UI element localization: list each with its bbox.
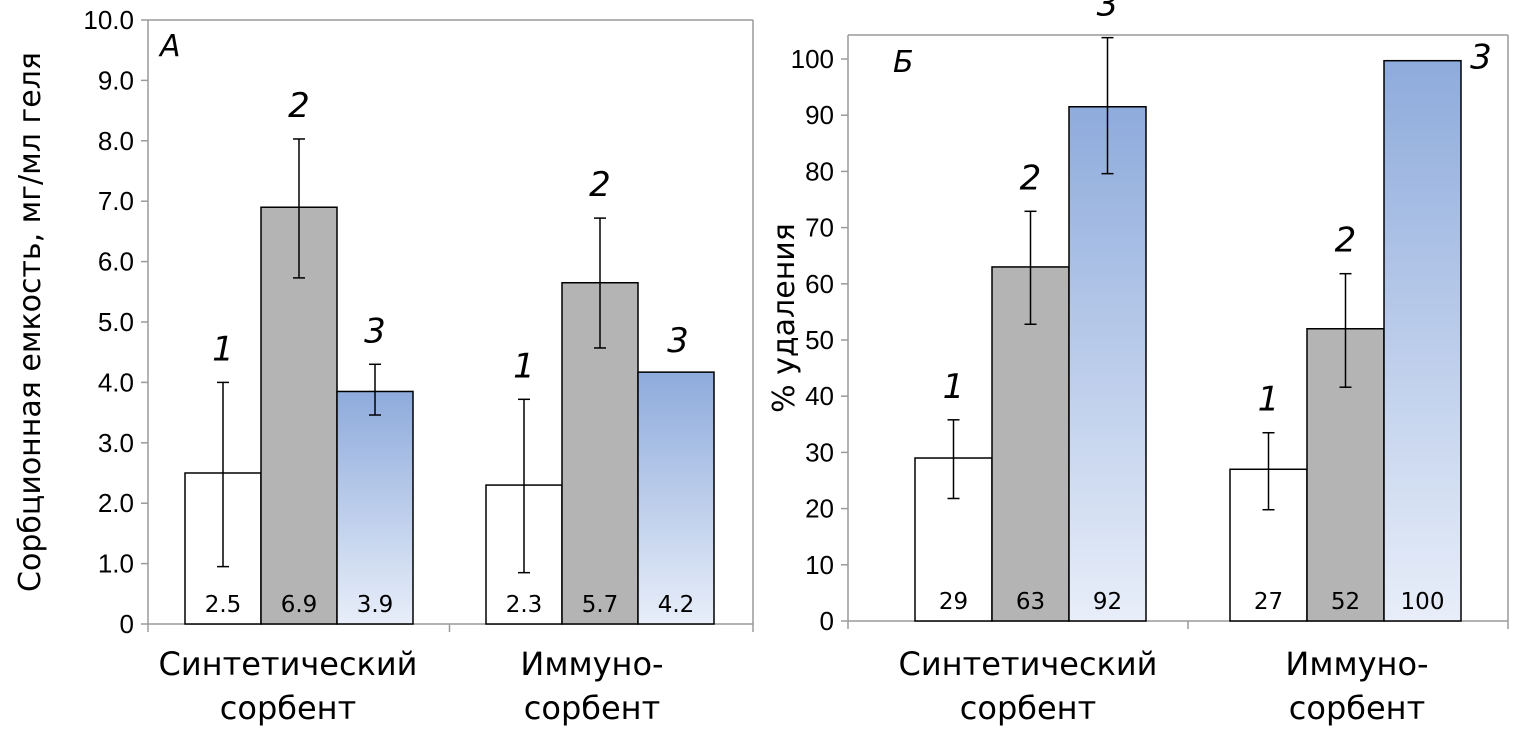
bar-value-label: 2.3 — [506, 592, 543, 618]
x-category-label: Иммуно-сорбент — [1285, 645, 1428, 727]
bar-series-3 — [336, 390, 414, 625]
y-tick-label: 3.0 — [98, 428, 134, 458]
x-category-label-line: Синтетический — [159, 645, 418, 683]
series-number-label: 2 — [1020, 158, 1042, 198]
y-tick-label: 80 — [805, 156, 834, 186]
series-number-label: 1 — [943, 367, 965, 407]
x-category-label-line: сорбент — [524, 689, 660, 727]
bar-value-label: 52 — [1331, 589, 1360, 615]
y-tick-label: 40 — [805, 381, 834, 411]
y-tick-label: 4.0 — [98, 367, 134, 397]
y-tick-label: 70 — [805, 213, 834, 243]
series-number-label: 3 — [1470, 38, 1492, 78]
series-number-label: 2 — [288, 86, 310, 126]
series-number-label: 1 — [513, 346, 535, 386]
y-tick-label: 50 — [805, 325, 834, 355]
y-tick-label: 5.0 — [98, 307, 134, 337]
x-category-label-line: сорбент — [1289, 689, 1425, 727]
bar-series-3 — [1383, 59, 1462, 622]
bar-value-label: 5.7 — [582, 592, 619, 618]
x-category-label: Синтетический сорбент — [899, 645, 1158, 727]
bar-value-label: 92 — [1093, 589, 1122, 615]
y-tick-label: 20 — [805, 494, 834, 524]
chart-panel-a: 0 1.0 2.0 3.0 4.0 5.0 6.0 7.0 8.0 9.0 10.0 Сорбцион… — [13, 5, 754, 727]
panel-label: Б — [893, 45, 914, 80]
y-tick-label: 60 — [805, 269, 834, 299]
series-number-label: 3 — [1097, 0, 1119, 25]
series-number-label: 1 — [1258, 380, 1280, 420]
y-tick-label: 30 — [805, 437, 834, 467]
y-tick-label: 7.0 — [98, 186, 134, 216]
series-number-label: 2 — [589, 165, 611, 205]
series-number-label: 3 — [667, 321, 689, 361]
y-tick-label: 1.0 — [98, 549, 134, 579]
bar-value-label: 2.5 — [205, 592, 242, 618]
series-number-label: 3 — [364, 311, 386, 351]
bar-value-label: 29 — [939, 589, 968, 615]
y-tick-label: 9.0 — [98, 65, 134, 95]
y-tick-label: 8.0 — [98, 126, 134, 156]
y-axis-label: Сорбционная емкость, мг/мл геля — [13, 52, 48, 592]
series-number-label: 1 — [212, 329, 234, 369]
y-tick-label: 10.0 — [83, 5, 134, 35]
y-tick-label: 0 — [120, 609, 134, 639]
y-tick-label: 0 — [820, 606, 834, 636]
x-category-label-line: сорбент — [220, 689, 356, 727]
x-category-label: Синтетический сорбент — [159, 645, 418, 727]
bar-value-label: 63 — [1016, 589, 1045, 615]
y-tick-label: 90 — [805, 100, 834, 130]
x-category-label: Иммуно-сорбент — [520, 645, 663, 727]
bar-value-label: 4.2 — [658, 592, 695, 618]
panel-label: А — [158, 29, 181, 64]
bar-value-label: 27 — [1254, 589, 1283, 615]
bar-value-label: 6.9 — [281, 592, 318, 618]
y-tick-label: 6.0 — [98, 247, 134, 277]
x-category-label-line: Иммуно- — [520, 645, 663, 683]
x-category-label-line: Иммуно- — [1285, 645, 1428, 683]
y-tick-label: 10 — [805, 550, 834, 580]
bar-series-3 — [637, 371, 715, 625]
y-tick-label: 100 — [791, 44, 834, 74]
chart-panel-b: 0 10 20 30 40 50 60 70 80 90 100 % удаления Б Синтети… — [767, 0, 1509, 727]
series-number-label: 2 — [1335, 221, 1357, 261]
bar-value-label: 3.9 — [357, 592, 394, 618]
bar-value-label: 100 — [1401, 589, 1445, 615]
x-category-label-line: сорбент — [960, 689, 1096, 727]
bar-series-2 — [991, 266, 1070, 622]
bar-series-3 — [1068, 106, 1147, 622]
y-axis-label: % удаления — [767, 223, 802, 413]
x-category-label-line: Синтетический — [899, 645, 1158, 683]
y-tick-label: 2.0 — [98, 488, 134, 518]
